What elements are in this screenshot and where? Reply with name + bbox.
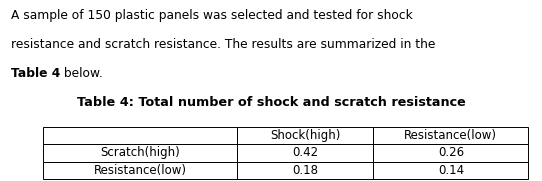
Text: Table 4: Table 4 xyxy=(11,67,60,80)
Text: 0.26: 0.26 xyxy=(438,146,464,159)
Bar xyxy=(43,162,237,179)
Text: A sample of 150 plastic panels was selected and tested for shock: A sample of 150 plastic panels was selec… xyxy=(11,9,412,22)
Text: 0.42: 0.42 xyxy=(292,146,318,159)
Bar xyxy=(237,127,373,144)
Text: Scratch(high): Scratch(high) xyxy=(100,146,180,159)
Text: 0.18: 0.18 xyxy=(292,164,318,177)
Bar xyxy=(373,162,528,179)
Bar xyxy=(43,144,237,162)
Text: below.: below. xyxy=(60,67,103,80)
Bar xyxy=(237,162,373,179)
Text: resistance and scratch resistance. The results are summarized in the: resistance and scratch resistance. The r… xyxy=(11,38,435,51)
Text: Table 4: Total number of shock and scratch resistance: Table 4: Total number of shock and scrat… xyxy=(76,96,466,109)
Text: Shock(high): Shock(high) xyxy=(270,129,340,142)
Text: 0.14: 0.14 xyxy=(438,164,464,177)
Bar xyxy=(373,144,528,162)
Text: Resistance(low): Resistance(low) xyxy=(94,164,187,177)
Text: Resistance(low): Resistance(low) xyxy=(404,129,498,142)
Bar xyxy=(237,144,373,162)
Bar xyxy=(373,127,528,144)
Bar xyxy=(43,127,237,144)
